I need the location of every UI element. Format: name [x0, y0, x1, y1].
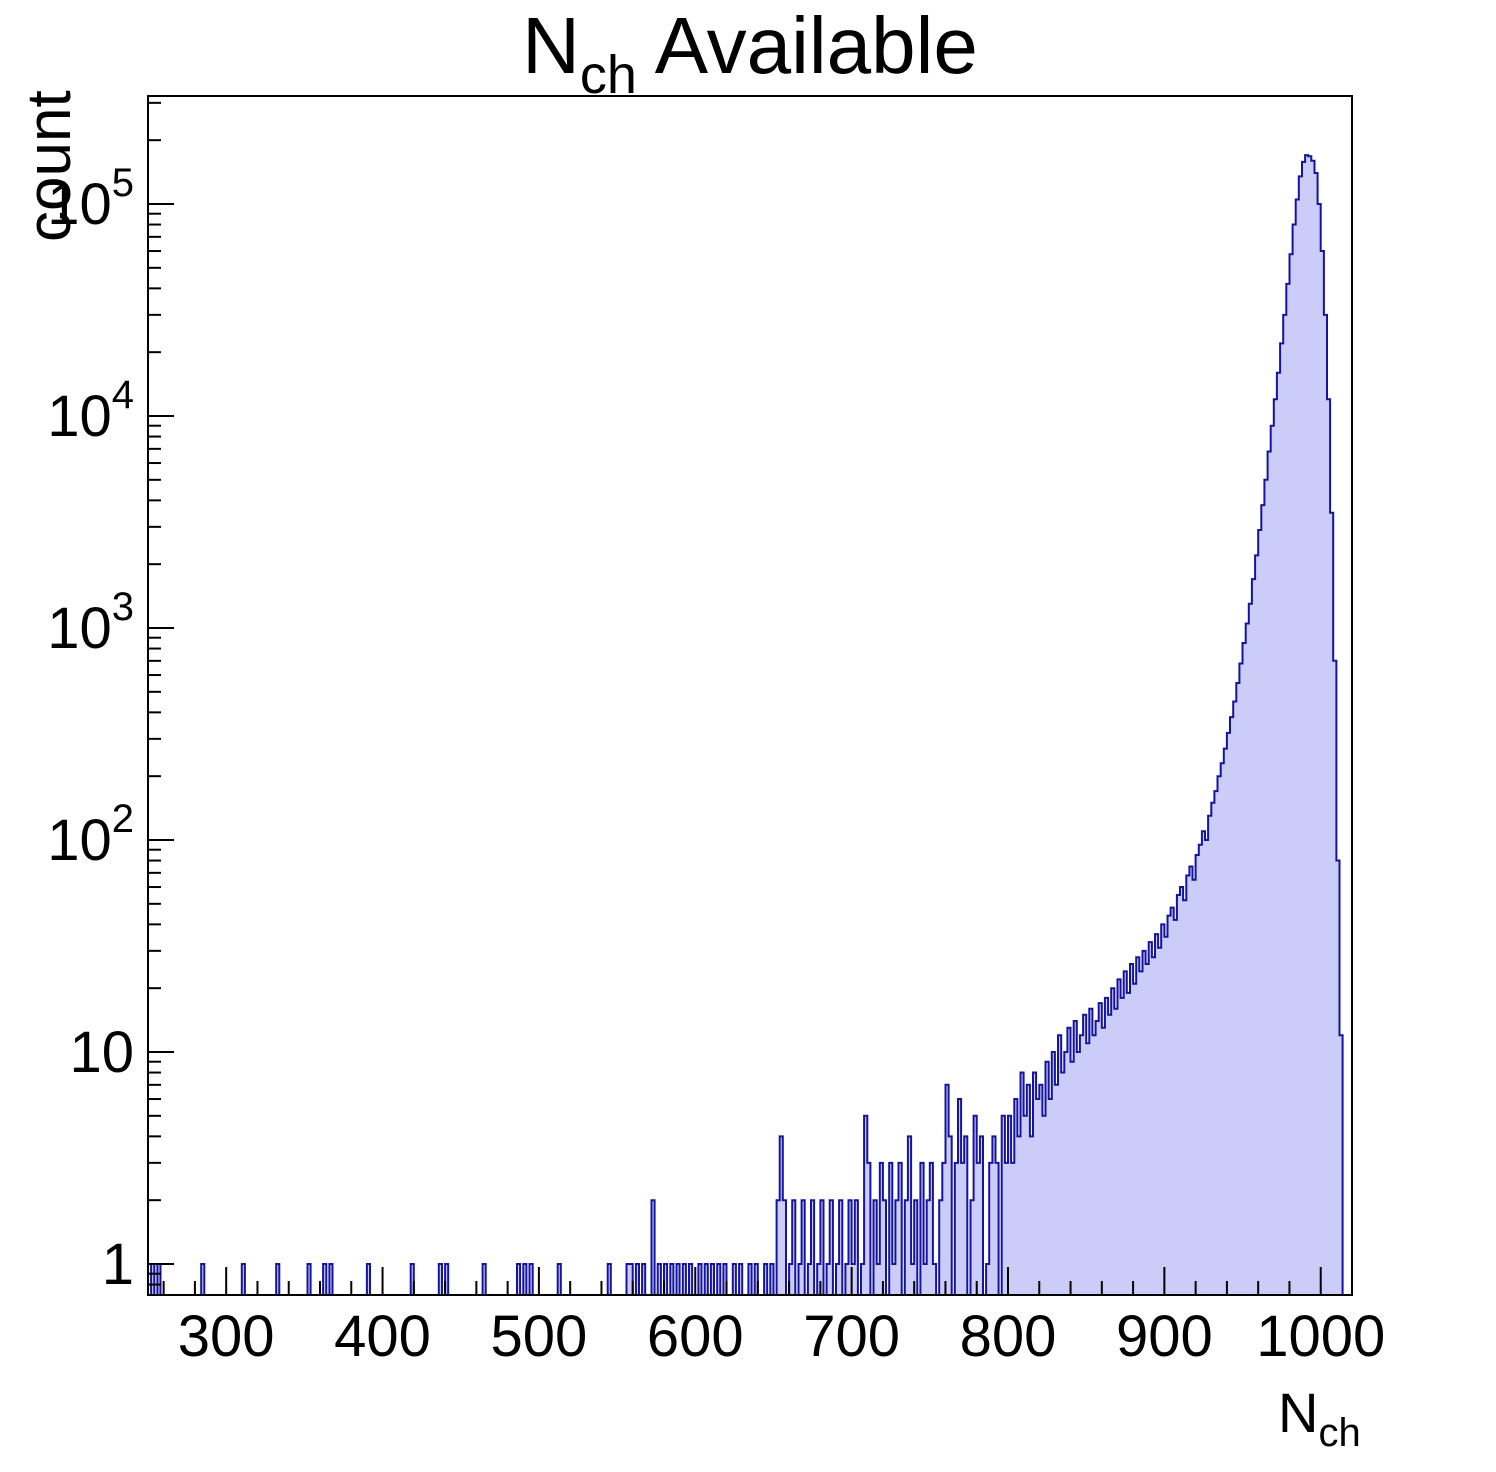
x-axis: 300 400 500 600 700 800 900 1000	[162, 1267, 1385, 1369]
x-tick-label: 1000	[1256, 1304, 1385, 1369]
x-tick-label: 700	[803, 1304, 900, 1369]
y-tick-label: 102	[47, 797, 134, 873]
chart-title-subscript: ch	[579, 45, 637, 105]
y-tick-label: 103	[47, 585, 134, 661]
plot-frame	[147, 95, 1353, 1296]
y-tick-label: 1	[102, 1232, 134, 1297]
plot-frame-group	[147, 95, 1353, 1296]
x-axis-title: Nch	[1278, 1380, 1361, 1456]
y-tick-label: 10	[69, 1020, 134, 1085]
x-axis-title-subscript: ch	[1318, 1411, 1361, 1455]
y-tick-label: 104	[47, 373, 134, 449]
x-tick-label: 900	[1116, 1304, 1213, 1369]
y-axis: 1 10 102 103 104 105	[47, 101, 174, 1297]
x-tick-label: 800	[960, 1304, 1057, 1369]
histogram-shape	[148, 154, 1344, 1296]
x-tick-label: 500	[491, 1304, 588, 1369]
x-axis-title-main: N	[1278, 1381, 1319, 1444]
x-tick-label: 600	[647, 1304, 744, 1369]
x-tick-label: 400	[334, 1304, 431, 1369]
chart-title-main: N	[522, 1, 580, 90]
histogram-series	[148, 154, 1344, 1296]
y-tick-label: 105	[47, 161, 134, 237]
chart-title: Nch Available	[148, 2, 1352, 119]
x-tick-label: 300	[178, 1304, 275, 1369]
y-axis-title: count	[15, 90, 84, 242]
chart-title-rest: Available	[636, 1, 978, 90]
